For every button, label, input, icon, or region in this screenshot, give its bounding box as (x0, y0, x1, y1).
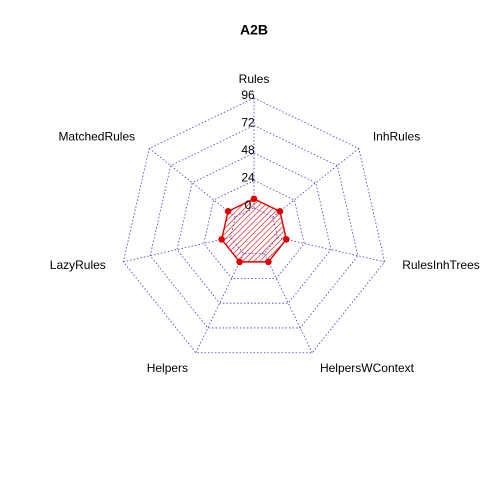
tick-label-72: 72 (241, 116, 255, 130)
series-point-helpers (236, 258, 243, 266)
axis-label-inhrules: InhRules (373, 129, 420, 143)
grid-ring-72 (149, 125, 359, 329)
tick-label-0: 0 (245, 198, 252, 212)
tick-label-48: 48 (241, 143, 255, 157)
axis-label-matchedrules: MatchedRules (58, 129, 135, 143)
axis-layer (123, 98, 385, 353)
series-point-helperswcontext (265, 258, 272, 266)
series-point-rules (250, 195, 258, 203)
axis-label-rulesinhtrees: RulesInhTrees (402, 258, 480, 272)
series-point-inhrules (276, 208, 284, 215)
series-point-lazyrules (218, 236, 225, 243)
chart-title: A2B (240, 22, 268, 38)
axis-spoke-matchedrules (148, 148, 236, 218)
axis-label-lazyrules: LazyRules (50, 258, 106, 272)
axis-label-helpers: Helpers (147, 361, 188, 375)
axis-spoke-rulesinhtrees (277, 236, 385, 263)
tick-label-24: 24 (241, 171, 255, 185)
axis-spoke-lazyrules (123, 236, 231, 263)
series-area-0 (220, 198, 288, 263)
series-layer (218, 195, 290, 266)
tick-layer: 0 24 48 72 96 (241, 88, 255, 212)
grid-ring-48 (176, 152, 332, 304)
axis-label-helperswcontext: HelpersWContext (320, 361, 415, 375)
grid-ring-96 (122, 97, 386, 354)
axis-label-layer: Rules InhRules RulesInhTrees HelpersWContex… (50, 72, 480, 375)
axis-spoke-helpers (195, 253, 244, 353)
axis-spoke-helperswcontext (264, 253, 313, 353)
grid-layer (122, 97, 386, 354)
tick-label-96: 96 (241, 88, 255, 102)
series-point-rulesinhtrees (283, 236, 290, 243)
series-point-matchedrules (224, 208, 232, 215)
axis-label-rules: Rules (239, 72, 270, 86)
axis-spoke-inhrules (272, 148, 360, 218)
